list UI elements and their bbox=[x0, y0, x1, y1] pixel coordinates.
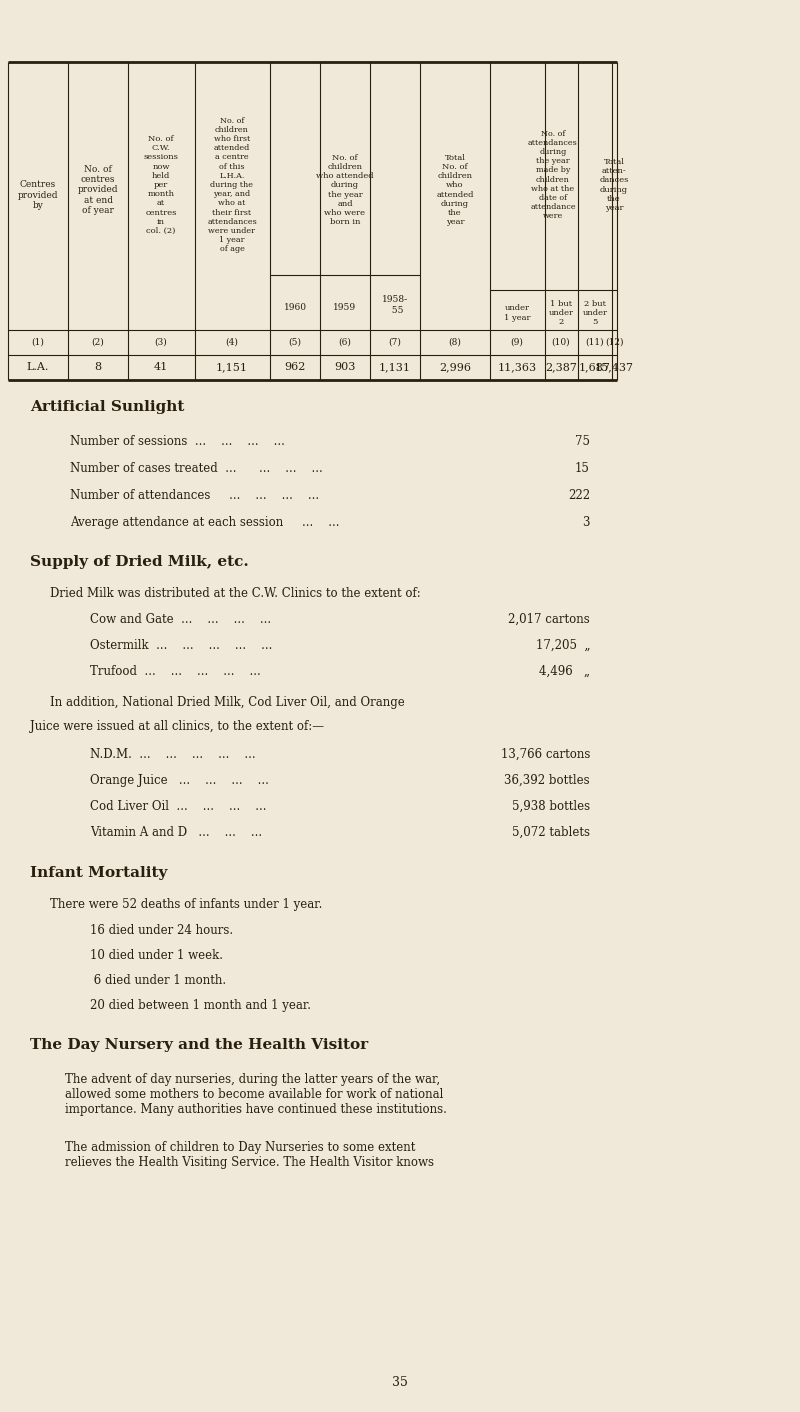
Text: 2,387: 2,387 bbox=[545, 361, 577, 371]
Text: 10 died under 1 week.: 10 died under 1 week. bbox=[90, 949, 223, 962]
Text: No. of
children
who attended
during
the year
and
who were
born in: No. of children who attended during the … bbox=[316, 154, 374, 226]
Text: 3: 3 bbox=[582, 515, 590, 530]
Text: (3): (3) bbox=[154, 337, 167, 346]
Text: (7): (7) bbox=[389, 337, 402, 346]
Text: 20 died between 1 month and 1 year.: 20 died between 1 month and 1 year. bbox=[90, 1000, 311, 1012]
Text: (5): (5) bbox=[289, 337, 302, 346]
Text: 5,072 tablets: 5,072 tablets bbox=[512, 826, 590, 839]
Text: No. of
attendances
during
the year
made by
children
who at the
date of
attendanc: No. of attendances during the year made … bbox=[528, 130, 578, 220]
Text: (9): (9) bbox=[510, 337, 523, 346]
Text: 15: 15 bbox=[575, 462, 590, 474]
Text: under
1 year: under 1 year bbox=[504, 305, 530, 322]
Text: Dried Milk was distributed at the C.W. Clinics to the extent of:: Dried Milk was distributed at the C.W. C… bbox=[50, 587, 421, 600]
Text: No. of
children
who first
attended
a centre
of this
L.H.A.
during the
year, and
: No. of children who first attended a cen… bbox=[207, 117, 257, 253]
Text: Ostermilk  ...    ...    ...    ...    ...: Ostermilk ... ... ... ... ... bbox=[90, 640, 272, 652]
Text: 1,131: 1,131 bbox=[379, 361, 411, 371]
Text: 1,687: 1,687 bbox=[579, 361, 611, 371]
Text: 8: 8 bbox=[94, 361, 102, 371]
Text: There were 52 deaths of infants under 1 year.: There were 52 deaths of infants under 1 … bbox=[50, 898, 322, 911]
Text: Vitamin A and D   ...    ...    ...: Vitamin A and D ... ... ... bbox=[90, 826, 262, 839]
Text: 36,392 bottles: 36,392 bottles bbox=[504, 774, 590, 786]
Text: No. of
C.W.
sessions
now
held
per
month
at
centres
in
col. (2): No. of C.W. sessions now held per month … bbox=[143, 136, 178, 234]
Text: Total
No. of
children
who
attended
during
the
year: Total No. of children who attended durin… bbox=[436, 154, 474, 226]
Text: (4): (4) bbox=[226, 337, 238, 346]
Text: 75: 75 bbox=[575, 435, 590, 448]
Text: 15,437: 15,437 bbox=[594, 361, 634, 371]
Text: 17,205  „: 17,205 „ bbox=[535, 640, 590, 652]
Text: Artificial Sunlight: Artificial Sunlight bbox=[30, 400, 184, 414]
Text: Juice were issued at all clinics, to the extent of:—: Juice were issued at all clinics, to the… bbox=[30, 720, 324, 733]
Text: Cod Liver Oil  ...    ...    ...    ...: Cod Liver Oil ... ... ... ... bbox=[90, 801, 266, 813]
Text: 11,363: 11,363 bbox=[498, 361, 537, 371]
Text: (1): (1) bbox=[31, 337, 45, 346]
Text: Supply of Dried Milk, etc.: Supply of Dried Milk, etc. bbox=[30, 555, 249, 569]
Text: (11): (11) bbox=[586, 337, 604, 346]
Text: 962: 962 bbox=[284, 361, 306, 371]
Text: Number of sessions  ...    ...    ...    ...: Number of sessions ... ... ... ... bbox=[70, 435, 285, 448]
Text: The admission of children to Day Nurseries to some extent
relieves the Health Vi: The admission of children to Day Nurseri… bbox=[65, 1141, 434, 1169]
Text: Infant Mortality: Infant Mortality bbox=[30, 866, 167, 880]
Text: 41: 41 bbox=[154, 361, 168, 371]
Text: 2 but
under
5: 2 but under 5 bbox=[582, 299, 607, 326]
Text: Cow and Gate  ...    ...    ...    ...: Cow and Gate ... ... ... ... bbox=[90, 613, 271, 626]
Text: L.A.: L.A. bbox=[27, 361, 49, 371]
Text: (8): (8) bbox=[449, 337, 462, 346]
Text: 1 but
under
2: 1 but under 2 bbox=[549, 299, 574, 326]
Text: 2,017 cartons: 2,017 cartons bbox=[508, 613, 590, 626]
Text: In addition, National Dried Milk, Cod Liver Oil, and Orange: In addition, National Dried Milk, Cod Li… bbox=[50, 696, 405, 709]
Text: Total
atten-
dances
during
the
year: Total atten- dances during the year bbox=[599, 158, 629, 212]
Text: 222: 222 bbox=[568, 489, 590, 503]
Text: 5,938 bottles: 5,938 bottles bbox=[512, 801, 590, 813]
Text: (6): (6) bbox=[338, 337, 351, 346]
Text: 2,996: 2,996 bbox=[439, 361, 471, 371]
Text: 1,151: 1,151 bbox=[216, 361, 248, 371]
Text: Trufood  ...    ...    ...    ...    ...: Trufood ... ... ... ... ... bbox=[90, 665, 261, 678]
Text: 903: 903 bbox=[334, 361, 356, 371]
Text: Orange Juice   ...    ...    ...    ...: Orange Juice ... ... ... ... bbox=[90, 774, 269, 786]
Text: The Day Nursery and the Health Visitor: The Day Nursery and the Health Visitor bbox=[30, 1038, 368, 1052]
Text: No. of
centres
provided
at end
of year: No. of centres provided at end of year bbox=[78, 165, 118, 215]
Text: 13,766 cartons: 13,766 cartons bbox=[501, 748, 590, 761]
Text: (10): (10) bbox=[552, 337, 570, 346]
Text: N.D.M.  ...    ...    ...    ...    ...: N.D.M. ... ... ... ... ... bbox=[90, 748, 256, 761]
Text: Number of attendances     ...    ...    ...    ...: Number of attendances ... ... ... ... bbox=[70, 489, 319, 503]
Text: Average attendance at each session     ...    ...: Average attendance at each session ... .… bbox=[70, 515, 339, 530]
Text: 4,496   „: 4,496 „ bbox=[539, 665, 590, 678]
Text: Centres
provided
by: Centres provided by bbox=[18, 181, 58, 210]
Text: The advent of day nurseries, during the latter years of the war,
allowed some mo: The advent of day nurseries, during the … bbox=[65, 1073, 447, 1115]
Text: (12): (12) bbox=[605, 337, 623, 346]
Text: Number of cases treated  ...      ...    ...    ...: Number of cases treated ... ... ... ... bbox=[70, 462, 322, 474]
Text: 16 died under 24 hours.: 16 died under 24 hours. bbox=[90, 923, 233, 938]
Text: 35: 35 bbox=[392, 1375, 408, 1388]
Text: 1958-
  55: 1958- 55 bbox=[382, 295, 408, 315]
Text: 1960: 1960 bbox=[283, 304, 306, 312]
Text: (2): (2) bbox=[92, 337, 104, 346]
Text: 1959: 1959 bbox=[334, 304, 357, 312]
Text: 6 died under 1 month.: 6 died under 1 month. bbox=[90, 974, 226, 987]
